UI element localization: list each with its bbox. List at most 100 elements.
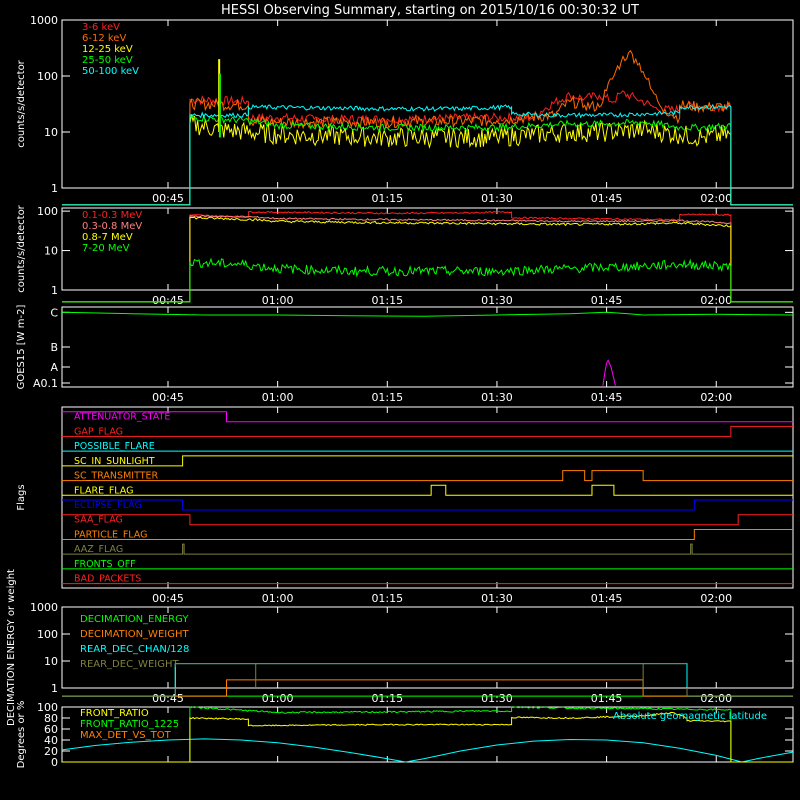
legend-entry: 0.8-7 MeV xyxy=(82,232,133,243)
y-axis-label: DECIMATION ENERGY or weight xyxy=(6,569,17,726)
y-axis-label: counts/s/detector xyxy=(16,204,27,292)
x-tick-label: 00:45 xyxy=(152,192,184,205)
legend-entry: 3-6 keV xyxy=(82,22,120,33)
y-tick-label: 100 xyxy=(37,70,58,83)
chart-title: HESSI Observing Summary, starting on 201… xyxy=(221,3,639,18)
flag-label: PARTICLE_FLAG xyxy=(74,529,147,540)
legend-entry: 0.3-0.8 MeV xyxy=(82,221,142,232)
legend-entry: FRONT_RATIO xyxy=(80,708,149,719)
legend-entry: 25-50 keV xyxy=(82,55,133,66)
series-line xyxy=(62,214,793,303)
x-tick-label: 01:00 xyxy=(262,692,294,705)
legend-entry: 7-20 MeV xyxy=(82,243,130,254)
y-tick-label: C xyxy=(50,306,58,319)
x-tick-label: 01:30 xyxy=(481,592,513,605)
x-tick-label: 01:45 xyxy=(591,192,623,205)
x-tick-label: 01:15 xyxy=(371,192,403,205)
flag-line-attenuator-state xyxy=(62,411,793,423)
y-tick-label: 1 xyxy=(51,182,58,195)
series-line xyxy=(602,359,616,386)
flag-label: AAZ_FLAG xyxy=(74,544,123,555)
x-tick-label: 00:45 xyxy=(152,391,184,404)
series-line xyxy=(62,663,793,697)
x-tick-label: 00:45 xyxy=(152,692,184,705)
y-tick-label: 60 xyxy=(44,723,58,736)
y-tick-label: 1000 xyxy=(30,601,58,614)
y-tick-label: 100 xyxy=(37,628,58,641)
y-tick-label: 0 xyxy=(51,756,58,769)
flag-label: ECLIPSE_FLAG xyxy=(74,500,142,511)
y-tick-label: 20 xyxy=(44,745,58,758)
x-tick-label: 01:30 xyxy=(481,192,513,205)
y-tick-label: 40 xyxy=(44,734,58,747)
y-tick-label: 1 xyxy=(51,284,58,297)
flag-line-gap-flag xyxy=(62,425,793,437)
x-tick-label: 01:45 xyxy=(591,294,623,307)
series-line xyxy=(62,49,793,206)
x-tick-label: 01:30 xyxy=(481,391,513,404)
x-tick-label: 01:15 xyxy=(371,391,403,404)
series-line xyxy=(61,311,794,317)
x-tick-label: 02:00 xyxy=(700,391,732,404)
flag-line-sc-in-sunlight xyxy=(62,455,793,467)
panel-frame xyxy=(61,706,794,763)
flag-label: SC_IN_SUNLIGHT xyxy=(74,456,155,467)
legend-entry: DECIMATION_ENERGY xyxy=(80,614,189,625)
legend-entry: MAX_DET_VS_TOT xyxy=(80,730,172,741)
x-tick-label: 01:45 xyxy=(591,692,623,705)
panel-5: 00:45 01:00 01:15 01:30 01:45 02:001101001000… xyxy=(6,569,794,726)
legend-entry: 12-25 keV xyxy=(82,44,133,55)
series-line xyxy=(62,216,793,303)
y-tick-label: 10 xyxy=(44,126,58,139)
x-tick-label: 01:00 xyxy=(262,391,294,404)
x-tick-label: 00:45 xyxy=(152,592,184,605)
y-axis-label: GOES15 [W m-2] xyxy=(16,305,27,390)
flag-label: ATTENUATOR_STATE xyxy=(74,412,170,423)
y-tick-label: A xyxy=(50,361,58,374)
series-line xyxy=(62,706,793,763)
x-tick-label: 01:00 xyxy=(262,192,294,205)
y-tick-label: 100 xyxy=(37,205,58,218)
x-tick-label: 02:00 xyxy=(700,294,732,307)
x-tick-label: 01:00 xyxy=(262,592,294,605)
series-line xyxy=(61,738,794,763)
y-tick-label: 100 xyxy=(37,701,58,714)
panel-2: 00:45 01:00 01:15 01:30 01:45 02:00 1 10 100 coun… xyxy=(16,204,794,307)
series-line xyxy=(62,114,793,206)
legend-entry: REAR_DEC_CHAN/128 xyxy=(80,644,189,655)
legend-entry: REAR_DEC_WEIGHT xyxy=(80,659,179,670)
flag-label: FLARE_FLAG xyxy=(74,485,134,496)
series-line xyxy=(62,711,793,763)
flag-line-eclipse-flag xyxy=(62,499,793,511)
panel-frame xyxy=(61,306,794,388)
flag-line-aaz-flag xyxy=(62,543,793,555)
series-line xyxy=(62,679,793,697)
x-tick-label: 01:15 xyxy=(371,592,403,605)
x-tick-label: 01:15 xyxy=(371,692,403,705)
x-tick-label: 01:00 xyxy=(262,294,294,307)
flag-line-particle-flag xyxy=(62,528,793,540)
x-tick-label: 01:45 xyxy=(591,391,623,404)
series-line xyxy=(62,257,793,303)
flag-line-flare-flag xyxy=(62,484,793,496)
y-tick-label: 1000 xyxy=(30,14,58,27)
x-tick-label: 02:00 xyxy=(700,192,732,205)
x-tick-label: 01:30 xyxy=(481,294,513,307)
flag-label: BAD_PACKETS xyxy=(74,574,141,585)
legend-entry: Absolute geomagnetic latitude xyxy=(613,711,767,722)
series-line xyxy=(62,90,793,206)
legend-entry: 6-12 keV xyxy=(82,33,126,44)
panel-frame xyxy=(61,606,794,689)
flag-label: GAP_FLAG xyxy=(74,426,123,437)
x-tick-label: 02:00 xyxy=(700,592,732,605)
panel-4: 00:45 01:00 01:15 01:30 01:45 02:00 Flags ATTEN… xyxy=(16,406,794,605)
legend-entry: FRONT_RATIO_1225 xyxy=(80,719,179,730)
panel-frame xyxy=(61,19,794,189)
legend-entry: 50-100 keV xyxy=(82,66,139,77)
flag-label: SAA_FLAG xyxy=(74,515,123,526)
y-tick-label: A0.1 xyxy=(33,377,58,390)
flag-label: FRONTS_OFF xyxy=(74,559,136,570)
series-line xyxy=(62,103,793,206)
